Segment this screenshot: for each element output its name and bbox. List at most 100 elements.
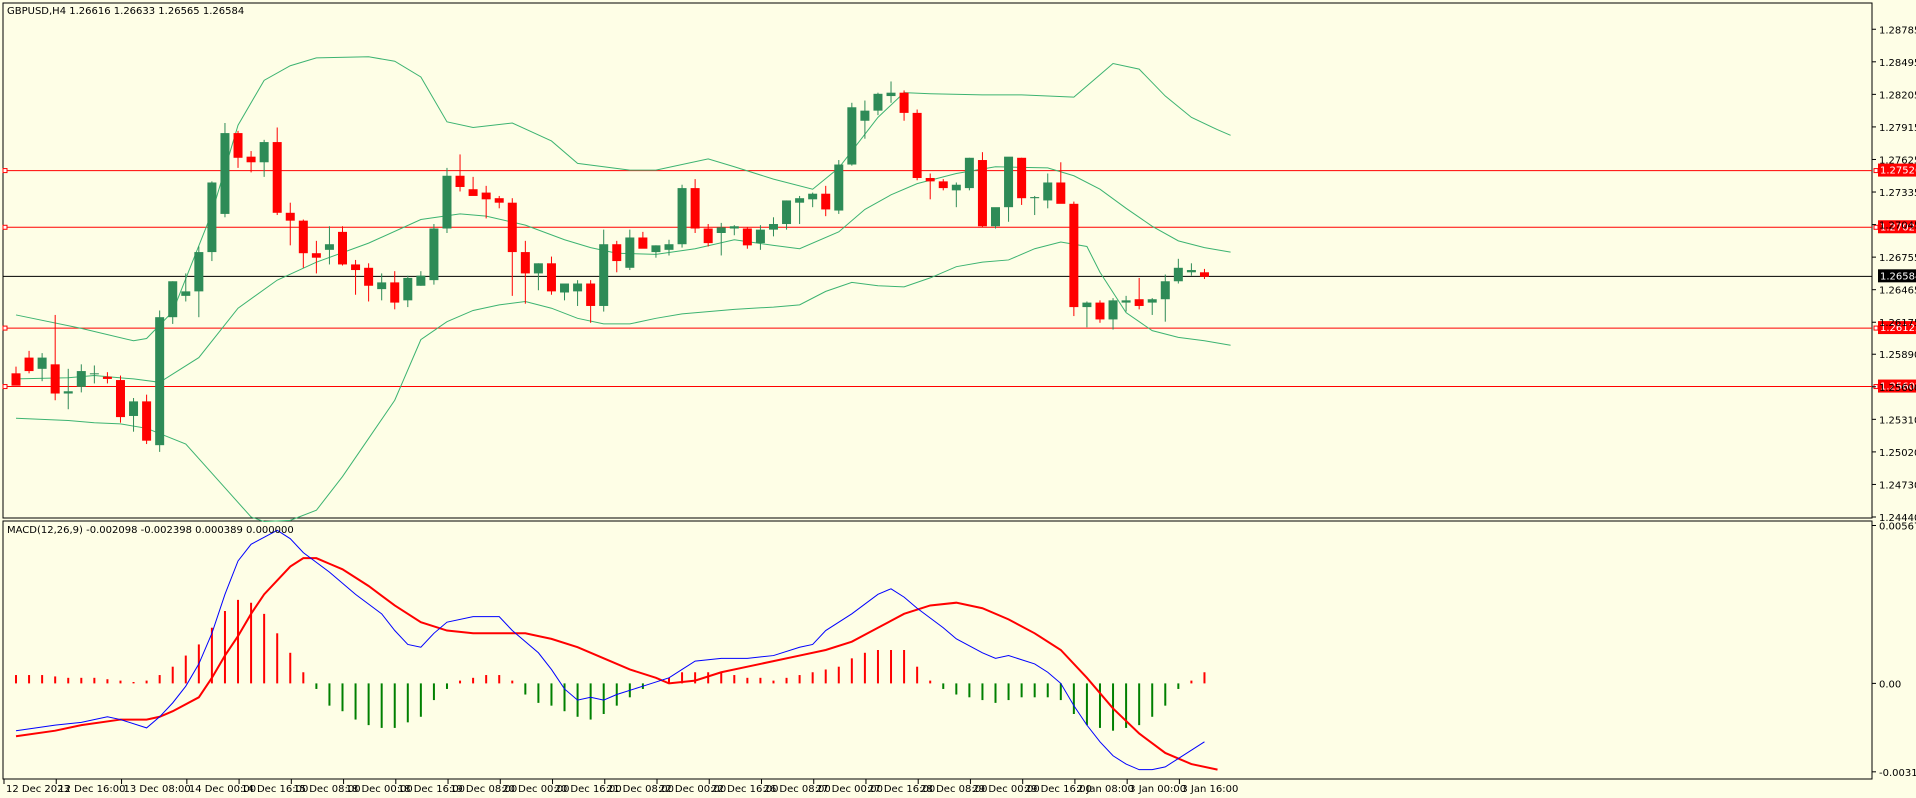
time-tick-label: 2 Jan 08:00 [1077, 784, 1134, 795]
bear-candle [821, 193, 831, 210]
bull-candle [1186, 270, 1196, 273]
bear-candle [272, 142, 282, 213]
bull-candle [220, 133, 230, 214]
bull-candle [429, 228, 439, 281]
macd-indicator [15, 529, 1218, 771]
macd-pane[interactable] [2, 520, 1873, 780]
bear-candle [1056, 182, 1066, 204]
bull-candle [599, 244, 609, 306]
bull-candle [377, 282, 387, 290]
bull-candle [533, 263, 543, 274]
bear-candle [690, 188, 700, 229]
bull-candle [194, 252, 204, 292]
bull-candle [89, 373, 99, 375]
level-price-tag [1878, 379, 1916, 393]
time-tick-label: 19 Dec 08:00 [450, 784, 517, 795]
bear-candle [468, 189, 478, 196]
bear-candle [925, 177, 935, 182]
price-tick-label: 1.27335 [1879, 188, 1916, 199]
bear-candle [612, 244, 622, 262]
bull-candle [63, 391, 73, 394]
bull-candle [442, 175, 452, 229]
price-tick-label: 1.28205 [1879, 90, 1916, 101]
time-tick-label: 12 Dec 2023 [6, 784, 70, 795]
bull-candle [416, 275, 426, 286]
macd-header: MACD(12,26,9) -0.002098 -0.002398 0.0003… [7, 525, 294, 536]
time-tick-label: 14 Dec 16:00 [241, 784, 308, 795]
price-axis: 1.28785 1.28495 1.28205 1.27915 1.27625 1.273… [1872, 25, 1916, 524]
level-anchor-marker [2, 224, 8, 230]
bull-candle [76, 371, 86, 387]
bull-candle [1108, 300, 1118, 320]
price-tick-label: 1.24730 [1879, 480, 1916, 491]
bear-candle [338, 231, 347, 265]
bear-candle [50, 364, 60, 394]
current-price-tag [1878, 269, 1916, 283]
macd-pane-frame [2, 520, 1873, 780]
bear-candle [455, 175, 465, 187]
bull-candle [1030, 197, 1040, 199]
price-tick-label: 1.25310 [1879, 415, 1916, 426]
bollinger-upper-band [15, 56, 1231, 342]
bollinger-bands [15, 56, 1231, 522]
bull-candle [155, 317, 165, 446]
bull-candle [808, 193, 818, 200]
bear-candle [102, 376, 112, 379]
bull-candle [1173, 267, 1183, 282]
bull-candle [664, 244, 674, 250]
time-tick-label: 3 Jan 16:00 [1181, 784, 1238, 795]
bull-candle [964, 157, 974, 189]
bull-candle [834, 164, 844, 211]
price-pane[interactable] [2, 2, 1873, 519]
bear-candle [233, 133, 243, 158]
macd-signal-line [15, 557, 1218, 771]
bull-candle [1147, 299, 1157, 303]
bear-candle [390, 282, 400, 303]
bull-candle [1082, 302, 1092, 308]
level-price-label: 1.25602 [1880, 382, 1916, 393]
bull-candle [403, 277, 413, 301]
bull-candle [573, 283, 583, 292]
bear-candle [977, 160, 987, 227]
level-price-label: 1.27526 [1880, 166, 1916, 177]
bear-candle [1134, 299, 1144, 306]
bear-candle [546, 263, 556, 292]
bull-candle [324, 244, 334, 250]
bull-candle [886, 92, 896, 97]
bear-candle [1095, 302, 1105, 320]
candlesticks [11, 81, 1209, 452]
bull-candle [768, 224, 778, 230]
time-tick-label: 22 Dec 00:00 [659, 784, 726, 795]
bull-candle [1160, 281, 1170, 300]
bull-candle [755, 229, 765, 244]
bear-candle [742, 228, 752, 246]
bear-candle [938, 181, 948, 189]
bear-candle [24, 357, 34, 372]
bull-candle [625, 237, 635, 268]
price-pane-frame [2, 2, 1873, 519]
macd-axis: 0.005674 0.00 -0.003178 [1872, 522, 1916, 779]
price-tick-label: 1.26465 [1879, 286, 1916, 297]
price-tick-label: 1.27045 [1879, 221, 1916, 232]
time-tick-label: 14 Dec 00:00 [189, 784, 256, 795]
macd-tick-label: 0.00 [1879, 679, 1901, 690]
symbol-header: GBPUSD,H4 1.26616 1.26633 1.26565 1.2658… [7, 6, 244, 17]
bull-candle [782, 200, 792, 225]
bull-candle [37, 357, 47, 369]
time-tick-label: 20 Dec 00:00 [502, 784, 569, 795]
bull-candle [1043, 182, 1053, 201]
level-anchor-marker [2, 168, 8, 174]
level-anchor-marker [1873, 325, 1879, 331]
price-tick-label: 1.25600 [1879, 383, 1916, 394]
price-tick-label: 1.27625 [1879, 155, 1916, 166]
bear-candle [899, 92, 909, 113]
price-tick-label: 1.26755 [1879, 253, 1916, 264]
bull-candle [716, 227, 726, 233]
macd-main-line [15, 529, 1205, 771]
bear-candle [364, 267, 374, 286]
bull-candle [129, 401, 139, 416]
